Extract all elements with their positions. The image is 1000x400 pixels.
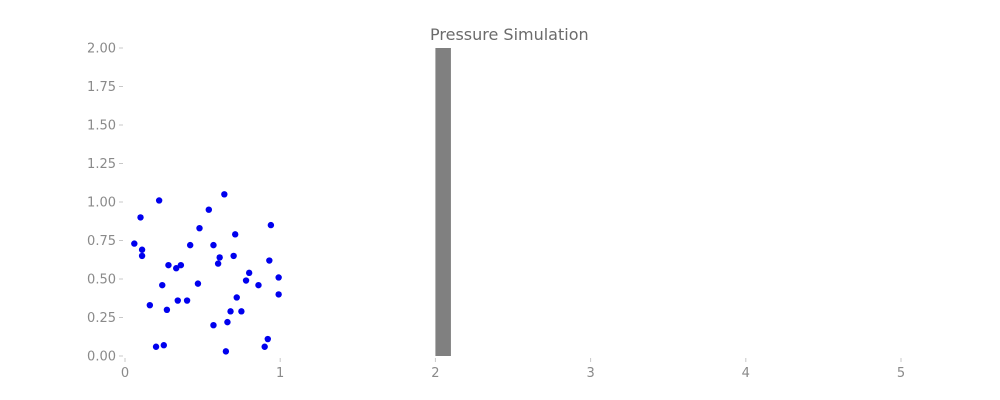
scatter-point [275,291,282,298]
x-tick-label: 4 [742,366,750,381]
scatter-point [222,348,230,355]
y-tick-label: 1.00 [87,196,116,211]
scatter-point [261,343,268,350]
scatter-point [177,261,185,269]
scatter-point [160,342,167,349]
scatter-point [221,191,228,198]
scatter-point [174,297,181,304]
y-tick-label: 1.25 [87,157,116,172]
scatter-point [233,294,240,301]
bar [435,48,451,356]
scatter-point [214,260,222,267]
scatter-point [210,322,217,329]
y-axis: 0.00 0.25 0.50 0.75 1.00 1.25 1.50 1.75 2.00 [87,42,123,365]
scatter-point [159,281,166,289]
x-tick-label: 2 [431,366,439,381]
scatter-point [194,280,202,287]
scatter-point [163,306,171,313]
scatter-point [155,197,163,204]
scatter-point [264,335,271,343]
x-tick-label: 5 [897,366,905,381]
scatter-point [137,214,144,221]
scatter-point [146,301,154,309]
scatter-point [186,241,194,249]
scatter-point [138,246,146,253]
scatter-point [196,224,203,232]
y-tick-label: 0.25 [87,311,116,326]
scatter-layer [131,191,282,355]
bar-layer [435,48,451,356]
scatter-point [266,257,273,264]
x-tick-label: 1 [276,366,284,381]
scatter-point [230,252,237,260]
x-tick-label: 0 [121,366,129,381]
x-tick-label: 3 [586,366,594,381]
scatter-point [267,221,275,229]
scatter-point [205,206,213,213]
scatter-point [152,343,160,350]
chart-title: Pressure Simulation [430,25,589,44]
x-axis: 0 1 2 3 4 5 [121,358,905,381]
scatter-point [131,240,138,247]
scatter-point [231,231,239,238]
scatter-point [138,252,146,260]
scatter-point [245,269,253,277]
scatter-point [210,241,217,249]
scatter-point [165,261,172,269]
y-tick-label: 0.75 [87,234,116,249]
scatter-point [238,308,245,315]
scatter-point [255,281,262,289]
scatter-point [227,308,234,315]
scatter-point [242,277,250,284]
scatter-point [173,265,180,272]
scatter-point [216,254,223,261]
scatter-point [275,274,282,281]
scatter-point [183,297,191,304]
scatter-point [224,318,231,326]
y-tick-label: 2.00 [87,42,116,57]
y-tick-label: 1.50 [87,119,116,134]
y-tick-label: 0.50 [87,273,116,288]
y-tick-label: 1.75 [87,80,116,95]
y-tick-label: 0.00 [87,350,116,365]
